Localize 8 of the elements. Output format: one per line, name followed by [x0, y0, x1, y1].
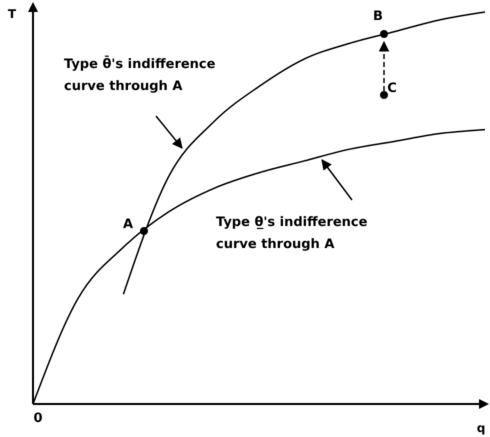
x-axis-title: q — [476, 421, 486, 435]
text: 0 — [33, 411, 43, 426]
annotation: C — [387, 81, 397, 96]
series-label: Type θ̲'s indifference curve through A — [216, 215, 368, 252]
annotation: B — [373, 9, 383, 24]
series-label: Type θ̄'s indifference curve through A — [64, 56, 216, 94]
y-axis-title: T — [8, 7, 17, 21]
annotation: A — [122, 217, 134, 232]
